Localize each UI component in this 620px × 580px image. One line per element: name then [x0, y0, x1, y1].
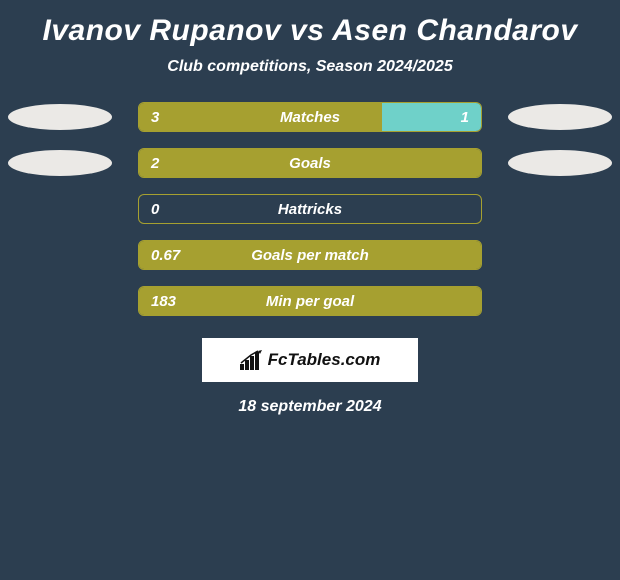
left-oval [8, 196, 112, 222]
comparison-infographic: Ivanov Rupanov vs Asen Chandarov Club co… [0, 0, 620, 416]
bar-left-fill [139, 149, 481, 177]
stat-row: 2Goals [0, 140, 620, 186]
stat-bar: 0.67Goals per match [138, 240, 482, 270]
stat-row: 0.67Goals per match [0, 232, 620, 278]
stat-bar: 183Min per goal [138, 286, 482, 316]
stat-label: Hattricks [139, 195, 481, 223]
bar-left-fill [139, 287, 481, 315]
bar-left-fill [139, 241, 481, 269]
date: 18 september 2024 [0, 382, 620, 416]
left-oval [8, 288, 112, 314]
brand-box: FcTables.com [202, 338, 418, 382]
right-oval [508, 242, 612, 268]
stat-row: 31Matches [0, 94, 620, 140]
right-oval [508, 288, 612, 314]
right-value: 1 [461, 103, 469, 131]
left-value: 183 [151, 287, 176, 315]
left-oval [8, 104, 112, 130]
left-oval [8, 242, 112, 268]
bar-left-fill [139, 103, 382, 131]
left-oval [8, 150, 112, 176]
stat-row: 183Min per goal [0, 278, 620, 324]
stat-bar: 2Goals [138, 148, 482, 178]
brand-text: FcTables.com [268, 350, 381, 370]
left-value: 0.67 [151, 241, 180, 269]
right-oval [508, 196, 612, 222]
subtitle: Club competitions, Season 2024/2025 [0, 52, 620, 94]
right-oval [508, 150, 612, 176]
stat-row: 0Hattricks [0, 186, 620, 232]
stat-bar: 31Matches [138, 102, 482, 132]
left-value: 0 [151, 195, 159, 223]
stat-bar: 0Hattricks [138, 194, 482, 224]
chart-icon [240, 350, 264, 370]
left-value: 2 [151, 149, 159, 177]
stat-rows: 31Matches2Goals0Hattricks0.67Goals per m… [0, 94, 620, 324]
left-value: 3 [151, 103, 159, 131]
right-oval [508, 104, 612, 130]
page-title: Ivanov Rupanov vs Asen Chandarov [0, 6, 620, 52]
